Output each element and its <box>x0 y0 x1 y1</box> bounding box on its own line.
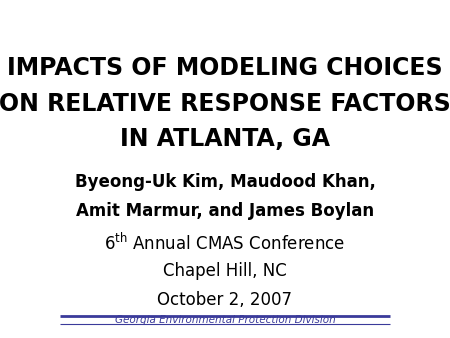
Text: Byeong-Uk Kim, Maudood Khan,: Byeong-Uk Kim, Maudood Khan, <box>75 173 375 191</box>
Text: October 2, 2007: October 2, 2007 <box>158 291 292 309</box>
Text: Georgia Environmental Protection Division: Georgia Environmental Protection Divisio… <box>115 315 335 325</box>
Text: IN ATLANTA, GA: IN ATLANTA, GA <box>120 127 330 151</box>
Text: $6^{\mathregular{th}}$ Annual CMAS Conference: $6^{\mathregular{th}}$ Annual CMAS Confe… <box>104 232 346 254</box>
Text: ON RELATIVE RESPONSE FACTORS: ON RELATIVE RESPONSE FACTORS <box>0 92 450 116</box>
Text: Amit Marmur, and James Boylan: Amit Marmur, and James Boylan <box>76 202 374 220</box>
Text: IMPACTS OF MODELING CHOICES: IMPACTS OF MODELING CHOICES <box>7 56 443 80</box>
Text: Chapel Hill, NC: Chapel Hill, NC <box>163 262 287 280</box>
